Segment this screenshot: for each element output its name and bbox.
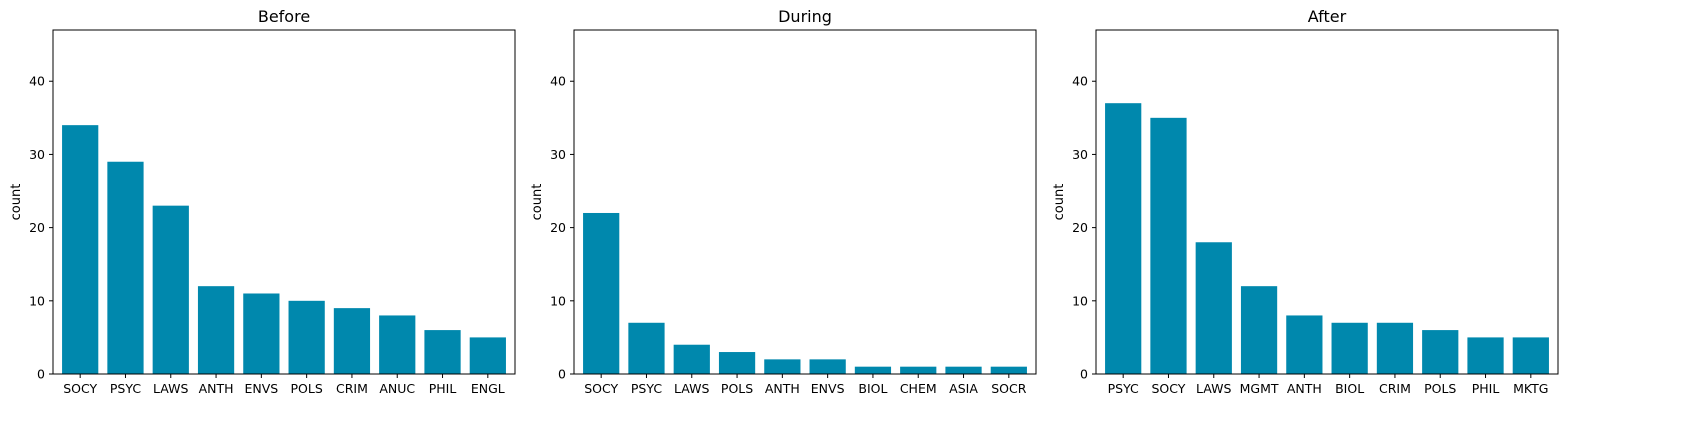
- bar-laws: [673, 344, 710, 374]
- bar-anth: [197, 286, 235, 374]
- bar-pols: [718, 352, 756, 374]
- y-tick-label: 0: [558, 367, 566, 382]
- x-tick-label: ANTH: [765, 381, 800, 396]
- x-tick-label: POLS: [1424, 381, 1456, 396]
- bar-pols: [1422, 330, 1459, 374]
- subplot-after: 0 10 20 30 40 PSYC SOCY LAWS MGMT ANTH BIOL CRIM POL…: [1052, 7, 1559, 396]
- y-tick-label: 20: [550, 220, 566, 235]
- chart-title: During: [778, 7, 832, 26]
- bar-socy: [583, 212, 620, 374]
- y-tick-label: 10: [29, 293, 45, 308]
- y-tick-label: 30: [1072, 147, 1088, 162]
- bar-envs: [809, 359, 846, 374]
- bar-biol: [1331, 322, 1368, 374]
- x-tick-label: BIOL: [858, 381, 887, 396]
- y-tick-label: 0: [37, 367, 45, 382]
- bar-crim: [1376, 322, 1414, 374]
- x-tick-label: POLS: [291, 381, 323, 396]
- x-tick-label: CRIM: [336, 381, 368, 396]
- x-tick-label: PSYC: [1108, 381, 1139, 396]
- bar-asia: [945, 366, 982, 374]
- bar-biol: [854, 366, 892, 374]
- bar-chem: [900, 366, 937, 374]
- x-tick-label: BIOL: [1335, 381, 1364, 396]
- chart-title: After: [1308, 7, 1347, 26]
- y-tick-label: 0: [1080, 367, 1088, 382]
- x-tick-label: PSYC: [110, 381, 141, 396]
- x-tick-label: LAWS: [1196, 381, 1231, 396]
- bar-socy: [62, 125, 99, 375]
- bar-anth: [1286, 315, 1323, 374]
- x-tick-label: POLS: [721, 381, 753, 396]
- x-tick-label: ANUC: [379, 381, 415, 396]
- y-axis-label: count: [9, 184, 24, 221]
- subplot-before: 0 10 20 30 40 SOCY PSYC LAWS ANTH ENVS POLS CRIM ANU…: [9, 7, 516, 396]
- bar-laws: [152, 205, 189, 374]
- bar-psyc: [1105, 103, 1142, 374]
- x-tick-label: SOCR: [991, 381, 1027, 396]
- x-tick-label: CRIM: [1379, 381, 1411, 396]
- x-tick-label: ASIA: [949, 381, 978, 396]
- y-tick-label: 10: [550, 293, 566, 308]
- y-axis-label: count: [530, 184, 545, 221]
- bar-laws: [1195, 242, 1232, 374]
- x-tick-label: ENVS: [244, 381, 278, 396]
- x-tick-label: LAWS: [674, 381, 709, 396]
- x-tick-label: PHIL: [429, 381, 457, 396]
- bar-engl: [469, 337, 506, 374]
- x-tick-label: ENVS: [811, 381, 845, 396]
- x-tick-label: MGMT: [1240, 381, 1279, 396]
- bar-mktg: [1512, 337, 1549, 374]
- bar-envs: [243, 293, 280, 374]
- bar-psyc: [107, 161, 144, 374]
- subplot-during: 0 10 20 30 40 SOCY PSYC LAWS POLS ANTH ENVS BIOL CHE…: [530, 7, 1037, 396]
- bar-anuc: [379, 315, 416, 374]
- bar-mgmt: [1240, 286, 1278, 374]
- y-axis-label: count: [1052, 184, 1067, 221]
- bar-phil: [1467, 337, 1504, 374]
- x-tick-label: SOCY: [584, 381, 618, 396]
- x-tick-label: PHIL: [1472, 381, 1500, 396]
- y-tick-label: 40: [1072, 74, 1088, 89]
- bar-crim: [333, 308, 371, 374]
- x-tick-label: ENGL: [471, 381, 505, 396]
- y-tick-label: 20: [1072, 220, 1088, 235]
- axes-frame: [52, 29, 516, 375]
- bar-psyc: [628, 322, 665, 374]
- y-tick-label: 20: [29, 220, 45, 235]
- y-tick-label: 30: [550, 147, 566, 162]
- x-tick-label: SOCY: [63, 381, 97, 396]
- x-tick-label: ANTH: [199, 381, 234, 396]
- axes-frame: [1095, 29, 1559, 375]
- x-tick-label: CHEM: [900, 381, 937, 396]
- y-tick-label: 40: [550, 74, 566, 89]
- axes-frame: [573, 29, 1037, 375]
- y-tick-label: 40: [29, 74, 45, 89]
- bar-socy: [1150, 117, 1187, 374]
- bar-phil: [424, 330, 461, 374]
- x-tick-label: SOCY: [1152, 381, 1186, 396]
- y-tick-label: 30: [29, 147, 45, 162]
- bar-pols: [288, 300, 325, 374]
- x-tick-label: PSYC: [631, 381, 662, 396]
- chart-title: Before: [258, 7, 310, 26]
- y-tick-label: 10: [1072, 293, 1088, 308]
- x-tick-label: MKTG: [1513, 381, 1548, 396]
- x-tick-label: ANTH: [1287, 381, 1322, 396]
- bar-socr: [990, 366, 1027, 374]
- x-tick-label: LAWS: [153, 381, 188, 396]
- bar-anth: [764, 359, 801, 374]
